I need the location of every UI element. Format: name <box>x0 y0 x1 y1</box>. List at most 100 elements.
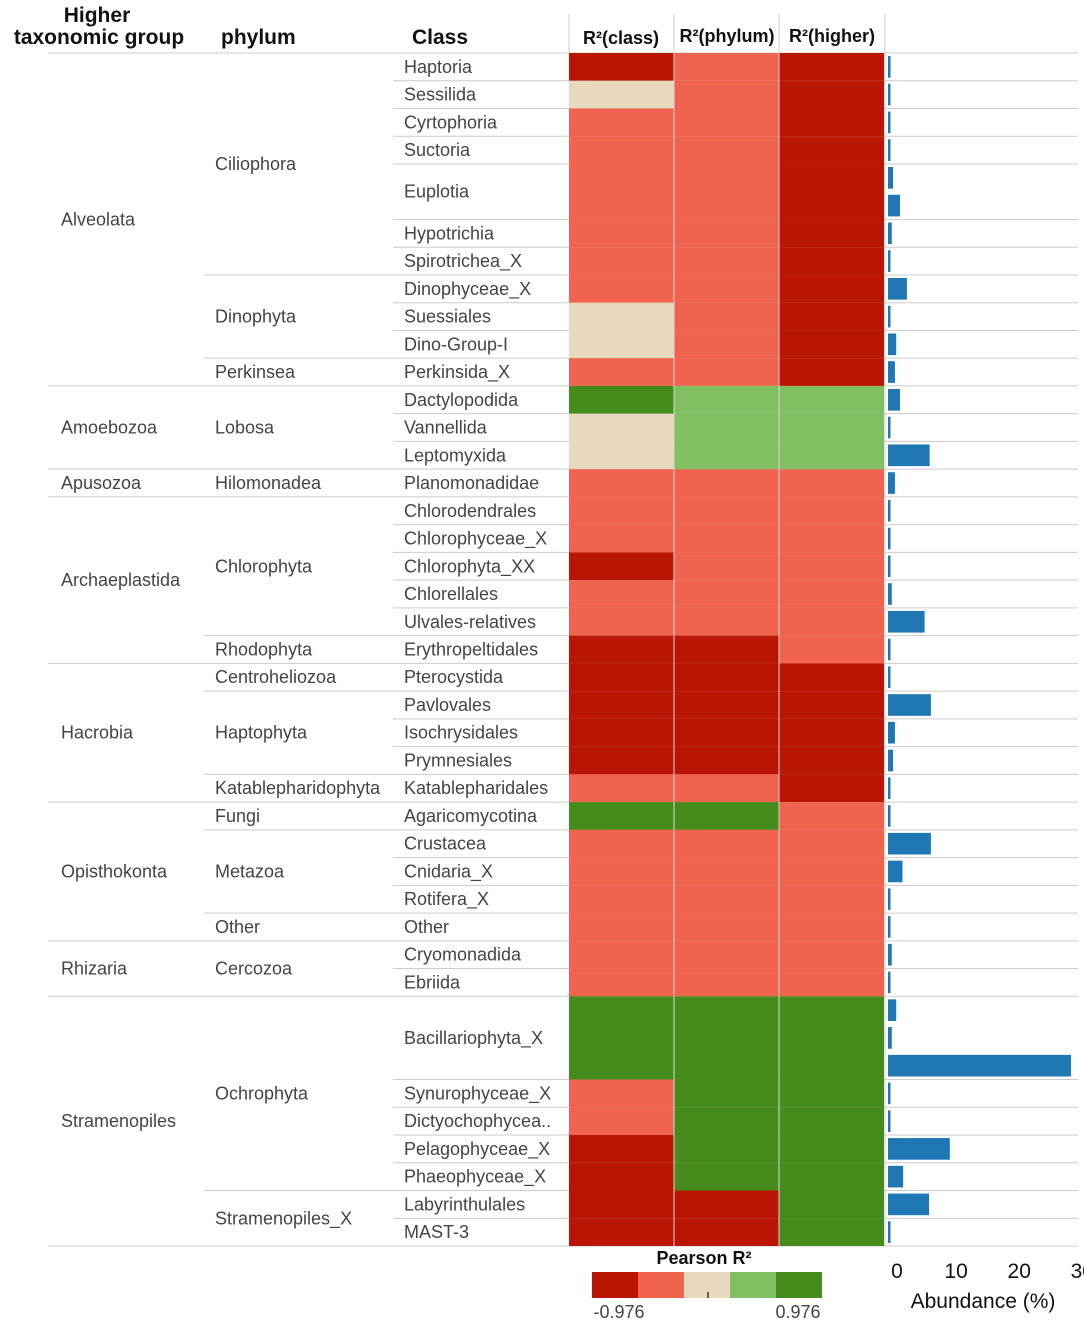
abundance-bar-7-0 <box>888 278 907 300</box>
heat-cell-r2c-31 <box>569 940 674 969</box>
header-higher-line2: taxonomic group <box>14 26 184 49</box>
heat-cell-r2p-9 <box>674 330 779 359</box>
heat-cell-r2h-13 <box>779 441 884 470</box>
heat-cell-r2p-34 <box>674 1079 779 1108</box>
heat-cell-r2h-17 <box>779 552 884 581</box>
heat-cell-r2p-21 <box>674 663 779 692</box>
heat-cell-r2h-25 <box>779 774 884 803</box>
heat-cell-r2c-32 <box>569 968 674 997</box>
legend-swatch-pos_strong <box>776 1272 822 1298</box>
abundance-bar-6-0 <box>888 250 891 272</box>
heat-cell-r2p-35 <box>674 1107 779 1136</box>
class-label-10: Perkinsida_X <box>404 362 510 383</box>
heat-cell-r2h-38 <box>779 1190 884 1219</box>
class-label-32: Ebriida <box>404 972 461 992</box>
abundance-tick-1: 10 <box>944 1260 967 1283</box>
abundance-bar-32-0 <box>888 971 891 994</box>
header-higher-line1: Higher <box>64 4 131 27</box>
heat-cell-r2h-12 <box>779 413 884 442</box>
class-label-19: Ulvales-relatives <box>404 612 536 632</box>
class-label-15: Chlorodendrales <box>404 501 536 521</box>
heat-cell-r2c-6 <box>569 247 674 275</box>
heat-cell-r2p-7 <box>674 274 779 303</box>
heat-cell-r2h-37 <box>779 1162 884 1191</box>
abundance-bar-33-0 <box>888 999 897 1021</box>
abundance-bar-8-0 <box>888 305 891 328</box>
heat-cell-r2p-33 <box>674 996 779 1080</box>
heat-cell-r2h-30 <box>779 913 884 941</box>
heat-cell-r2c-8 <box>569 302 674 331</box>
class-label-5: Hypotrichia <box>404 223 495 243</box>
heat-cell-r2p-23 <box>674 718 779 747</box>
abundance-bar-17-0 <box>888 555 891 578</box>
abundance-bar-30-0 <box>888 916 891 938</box>
group-label-7: Stramenopiles <box>61 1111 176 1131</box>
heat-cell-r2c-18 <box>569 580 674 608</box>
class-label-26: Agaricomycotina <box>404 806 538 826</box>
heat-cell-r2c-23 <box>569 718 674 747</box>
heat-cell-r2c-0 <box>569 53 674 81</box>
abundance-bar-16-0 <box>888 527 891 550</box>
heat-cell-r2p-18 <box>674 580 779 608</box>
class-label-9: Dino-Group-I <box>404 334 508 354</box>
heat-cell-r2c-33 <box>569 996 674 1080</box>
abundance-bar-14-0 <box>888 472 895 494</box>
heat-cell-r2p-14 <box>674 469 779 497</box>
abundance-bar-27-0 <box>888 832 931 855</box>
heat-cell-r2c-37 <box>569 1162 674 1191</box>
heat-cell-r2c-13 <box>569 441 674 470</box>
heat-cell-r2c-19 <box>569 607 674 636</box>
heat-cell-r2h-14 <box>779 469 884 497</box>
class-label-20: Erythropeltidales <box>404 640 538 660</box>
class-label-3: Suctoria <box>404 140 471 160</box>
heat-cell-r2h-6 <box>779 247 884 275</box>
abundance-bar-35-0 <box>888 1110 891 1132</box>
heat-cell-r2c-34 <box>569 1079 674 1108</box>
legend-title: Pearson R² <box>656 1248 751 1268</box>
heat-cell-r2c-11 <box>569 385 674 414</box>
abundance-bar-11-0 <box>888 388 900 411</box>
heat-cell-r2p-28 <box>674 857 779 886</box>
heat-cell-r2c-38 <box>569 1190 674 1219</box>
heat-cell-r2p-17 <box>674 552 779 581</box>
heat-cell-r2c-30 <box>569 913 674 941</box>
abundance-bar-31-0 <box>888 943 892 966</box>
legend-swatch-pos <box>730 1272 776 1298</box>
class-label-34: Synurophyceae_X <box>404 1083 551 1104</box>
heat-cell-r2h-20 <box>779 635 884 664</box>
heat-cell-r2h-34 <box>779 1079 884 1108</box>
class-label-36: Pelagophyceae_X <box>404 1139 550 1160</box>
heat-cell-r2c-25 <box>569 774 674 803</box>
abundance-tick-3: 30 <box>1071 1260 1084 1283</box>
abundance-bar-33-2 <box>888 1054 1071 1077</box>
heat-cell-r2p-10 <box>674 358 779 386</box>
heat-cell-r2h-21 <box>779 663 884 692</box>
abundance-bar-29-0 <box>888 888 891 911</box>
heat-cell-r2h-31 <box>779 940 884 969</box>
phylum-label-0: Ciliophora <box>215 154 297 174</box>
heat-cell-r2p-32 <box>674 968 779 997</box>
heat-cell-r2h-39 <box>779 1218 884 1246</box>
phylum-label-9: Katablepharidophyta <box>215 778 381 798</box>
abundance-bar-20-0 <box>888 638 891 661</box>
legend-min-label: -0.976 <box>593 1302 644 1322</box>
phylum-label-13: Cercozoa <box>215 959 293 979</box>
heat-cell-r2h-28 <box>779 857 884 886</box>
heat-cell-r2c-21 <box>569 663 674 692</box>
heat-cell-r2h-35 <box>779 1107 884 1136</box>
class-label-1: Sessilida <box>404 85 477 105</box>
abundance-bar-37-0 <box>888 1165 904 1188</box>
heat-cell-r2c-4 <box>569 163 674 220</box>
heat-cell-r2p-31 <box>674 940 779 969</box>
class-label-4: Euplotia <box>404 182 470 202</box>
class-label-13: Leptomyxida <box>404 445 507 465</box>
abundance-bar-5-0 <box>888 222 892 245</box>
abundance-bar-3-0 <box>888 139 891 161</box>
phylum-label-14: Ochrophyta <box>215 1083 309 1103</box>
heat-cell-r2c-5 <box>569 219 674 248</box>
class-label-8: Suessiales <box>404 307 491 327</box>
abundance-axis-label: Abundance (%) <box>911 1290 1056 1313</box>
abundance-bar-36-0 <box>888 1138 950 1160</box>
abundance-bar-0-0 <box>888 56 891 78</box>
